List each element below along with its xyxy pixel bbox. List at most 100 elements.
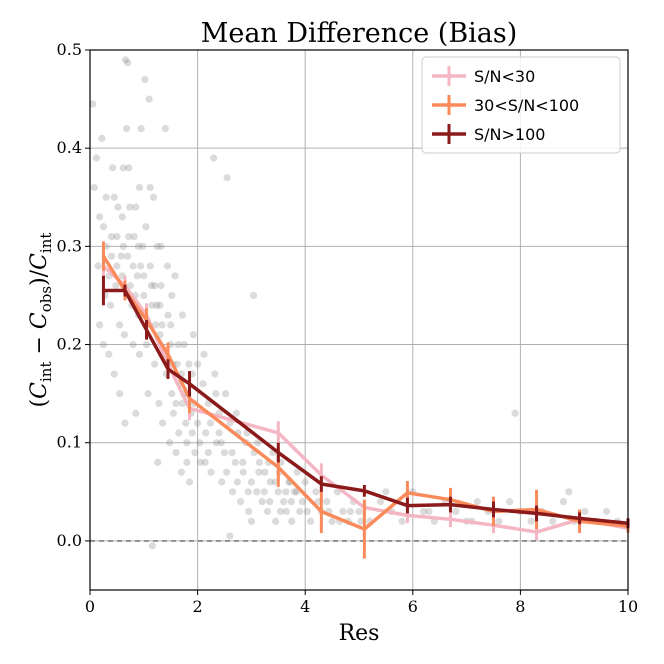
scatter-point xyxy=(217,439,225,447)
scatter-point xyxy=(212,439,221,447)
scatter-point xyxy=(255,468,263,476)
scatter-point xyxy=(135,183,144,192)
scatter-point xyxy=(511,409,519,417)
scatter-point xyxy=(296,507,304,516)
scatter-point xyxy=(398,517,406,525)
scatter-point xyxy=(382,488,390,496)
y-tick-label: 0.0 xyxy=(57,531,82,550)
x-tick-label: 4 xyxy=(300,597,310,616)
scatter-point xyxy=(253,488,261,496)
scatter-point xyxy=(126,282,134,290)
scatter-point xyxy=(183,458,191,466)
legend-label: S/N<30 xyxy=(474,67,535,86)
scatter-point xyxy=(140,291,148,300)
scatter-point xyxy=(180,340,188,349)
scatter-point xyxy=(129,340,137,349)
scatter-point xyxy=(287,498,295,506)
scatter-point xyxy=(163,262,172,270)
scatter-point xyxy=(183,439,191,447)
scatter-point xyxy=(260,488,268,496)
scatter-point xyxy=(157,242,165,250)
scatter-point xyxy=(212,390,220,398)
scatter-point xyxy=(146,262,154,270)
series-line-1 xyxy=(101,255,629,531)
scatter-point xyxy=(244,488,252,496)
scatter-point xyxy=(232,409,240,417)
scatter-point xyxy=(239,458,247,466)
scatter-point xyxy=(258,498,266,506)
scatter-point xyxy=(153,301,161,309)
plot-frame xyxy=(89,49,629,591)
scatter-point xyxy=(189,331,197,339)
scatter-point xyxy=(293,468,301,476)
scatter-point xyxy=(312,488,320,496)
x-tick-label: 0 xyxy=(85,597,95,616)
scatter-point xyxy=(376,498,385,506)
scatter-point xyxy=(237,498,245,506)
scatter-point xyxy=(115,390,124,398)
scatter-point xyxy=(142,223,150,231)
scatter-point xyxy=(168,291,176,300)
scatter-point xyxy=(249,291,258,300)
y-tick-label: 0.4 xyxy=(57,138,82,157)
scatter-point xyxy=(98,134,106,142)
scatter-point xyxy=(419,507,428,516)
scatter-point xyxy=(177,468,186,476)
scatter-point xyxy=(105,350,113,358)
scatter-point xyxy=(106,301,115,309)
scatter-point xyxy=(527,517,535,525)
scatter-point xyxy=(117,252,125,260)
scatter-point xyxy=(220,448,229,457)
scatter-point xyxy=(124,59,132,67)
series-lines xyxy=(101,241,630,559)
scatter-point xyxy=(581,507,589,516)
scatter-point xyxy=(161,124,169,133)
scatter-point xyxy=(166,439,174,447)
scatter-point xyxy=(272,517,280,525)
scatter-point xyxy=(157,282,165,290)
scatter-point xyxy=(144,390,152,398)
scatter-point xyxy=(185,478,194,486)
legend-label: S/N>100 xyxy=(474,125,545,144)
x-tick-label: 2 xyxy=(193,597,203,616)
scatter-point xyxy=(133,272,141,280)
scatter-point xyxy=(115,321,124,329)
scatter-point xyxy=(134,242,143,250)
scatter-point xyxy=(282,507,290,516)
scatter-point xyxy=(188,429,196,437)
scatter-point xyxy=(94,262,102,270)
scatter-point xyxy=(136,262,145,270)
scatter-point xyxy=(602,507,611,516)
scatter-point xyxy=(328,517,336,525)
scatter-point xyxy=(274,488,282,496)
scatter-point xyxy=(130,232,138,241)
scatter-point xyxy=(140,272,148,280)
scatter-point xyxy=(211,370,219,378)
scatter-point xyxy=(129,262,137,270)
scatter-point xyxy=(247,517,255,525)
scatter-point xyxy=(473,498,481,506)
scatter-point xyxy=(346,507,354,516)
legend-box xyxy=(421,56,621,154)
scatter-point xyxy=(124,252,132,260)
scatter-point xyxy=(125,232,133,241)
scatter-point xyxy=(167,321,175,329)
legend-label: 30<S/N<100 xyxy=(474,96,579,115)
scatter-point xyxy=(169,409,177,417)
scatter-point xyxy=(202,429,210,437)
scatter-point xyxy=(121,56,130,64)
scatter-point xyxy=(92,154,101,162)
x-axis-label: Res xyxy=(339,621,380,646)
scatter-point xyxy=(207,468,215,476)
scatter-point xyxy=(323,498,331,506)
scatter-point xyxy=(306,517,315,525)
scatter-point xyxy=(282,488,290,496)
scatter-point xyxy=(280,498,288,506)
scatter-point xyxy=(153,242,161,250)
scatter-point xyxy=(148,542,157,550)
scatter-point xyxy=(233,478,242,486)
scatter-point xyxy=(254,439,262,447)
scatter-point xyxy=(223,468,231,476)
scatter-point xyxy=(168,390,176,398)
scatter-point xyxy=(96,321,104,329)
